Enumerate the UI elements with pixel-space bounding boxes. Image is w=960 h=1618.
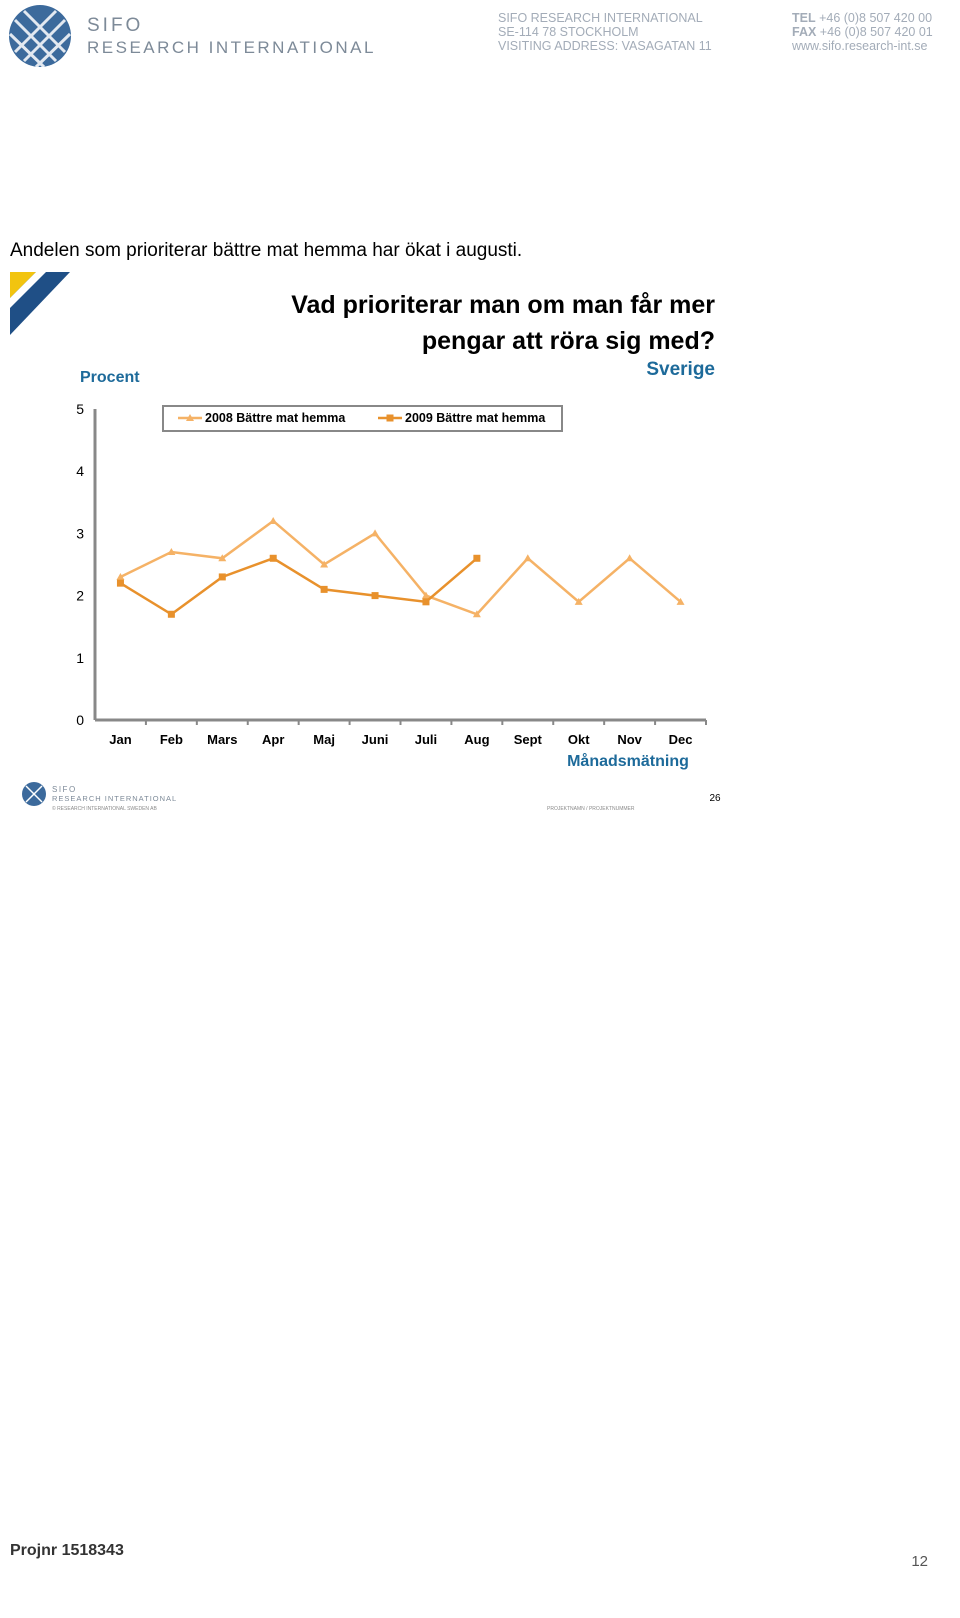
logo bbox=[8, 5, 72, 69]
marker bbox=[574, 597, 583, 605]
page-number: 12 bbox=[911, 1553, 928, 1570]
y-tick-label: 4 bbox=[76, 463, 84, 479]
x-tick-label: Maj bbox=[313, 732, 335, 747]
address-line: SE-114 78 STOCKHOLM bbox=[498, 25, 639, 39]
x-tick-label: Juli bbox=[415, 732, 437, 747]
flag-corner bbox=[10, 272, 70, 335]
chart-subtitle: Sverige bbox=[646, 359, 715, 380]
marker bbox=[320, 585, 328, 593]
slide-logo bbox=[22, 782, 46, 806]
contact-line: FAX +46 (0)8 507 420 01 bbox=[792, 25, 933, 39]
marker bbox=[116, 579, 124, 587]
marker bbox=[269, 554, 277, 562]
x-tick-label: Juni bbox=[362, 732, 389, 747]
address-line: SIFO RESEARCH INTERNATIONAL bbox=[498, 11, 703, 25]
legend-box bbox=[162, 405, 563, 432]
y-axis-label: Procent bbox=[80, 369, 140, 386]
contact-text: +46 (0)8 507 420 01 bbox=[820, 25, 933, 39]
legend-label: 2008 Bättre mat hemma bbox=[205, 411, 346, 425]
marker bbox=[676, 597, 685, 605]
marker bbox=[116, 572, 125, 580]
x-tick-label: Dec bbox=[669, 732, 693, 747]
contact-label: TEL bbox=[792, 11, 816, 25]
contact-label: FAX bbox=[792, 25, 817, 39]
x-tick-label: Okt bbox=[568, 732, 590, 747]
marker bbox=[186, 414, 194, 421]
marker bbox=[218, 554, 227, 562]
x-tick-label: Nov bbox=[617, 732, 642, 747]
marker bbox=[320, 560, 329, 568]
contact-text: +46 (0)8 507 420 00 bbox=[819, 11, 932, 25]
marker bbox=[167, 610, 175, 618]
chart-title: pengar att röra sig med? bbox=[422, 327, 715, 355]
slide-logo-sub: RESEARCH INTERNATIONAL bbox=[52, 794, 177, 803]
projnr: Projnr 1518343 bbox=[10, 1542, 124, 1559]
marker bbox=[523, 554, 532, 562]
x-tick-label: Aug bbox=[464, 732, 489, 747]
contact-line: TEL +46 (0)8 507 420 00 bbox=[792, 11, 932, 25]
marker bbox=[218, 573, 226, 581]
marker bbox=[167, 548, 176, 556]
chart-title: Vad prioriterar man om man får mer bbox=[291, 291, 715, 319]
x-axis-label: Månadsmätning bbox=[567, 752, 689, 770]
marker bbox=[371, 529, 380, 537]
y-tick-label: 1 bbox=[76, 650, 84, 666]
x-tick-label: Sept bbox=[514, 732, 543, 747]
slide-logo-name: SIFO bbox=[52, 785, 77, 794]
address-line: VISITING ADDRESS: VASAGATAN 11 bbox=[498, 39, 712, 53]
x-tick-label: Feb bbox=[160, 732, 183, 747]
chart: 0 1 2 3 4 5 Jan Feb Mars Apr Maj Juni Juli Aug Sept Okt… bbox=[76, 401, 707, 747]
web: www.sifo.research-int.se bbox=[791, 39, 928, 53]
x-tick-label: Apr bbox=[262, 732, 284, 747]
legend-label: 2009 Bättre mat hemma bbox=[405, 411, 546, 425]
y-tick-label: 3 bbox=[76, 525, 84, 541]
project: PROJEKTNAMN / PROJEKTNUMMER bbox=[547, 806, 635, 812]
y-tick-label: 0 bbox=[76, 712, 84, 728]
series-line bbox=[119, 519, 682, 616]
y-tick-label: 2 bbox=[76, 588, 84, 604]
series-line bbox=[119, 556, 478, 616]
x-tick-label: Jan bbox=[109, 732, 131, 747]
slide-number: 26 bbox=[709, 793, 721, 804]
marker bbox=[371, 592, 379, 600]
marker bbox=[386, 414, 394, 422]
marker bbox=[473, 554, 481, 562]
marker bbox=[472, 610, 481, 618]
x-tick-label: Mars bbox=[207, 732, 237, 747]
copyright: © RESEARCH INTERNATIONAL SWEDEN AB bbox=[52, 805, 157, 812]
intro: Andelen som prioriterar bättre mat hemma… bbox=[10, 240, 522, 261]
marker bbox=[422, 598, 430, 606]
logo-sub: RESEARCH INTERNATIONAL bbox=[87, 38, 376, 57]
y-tick-label: 5 bbox=[76, 401, 84, 417]
marker bbox=[625, 554, 634, 562]
logo-name: SIFO bbox=[87, 15, 143, 36]
marker bbox=[421, 591, 430, 599]
marker bbox=[269, 516, 278, 524]
